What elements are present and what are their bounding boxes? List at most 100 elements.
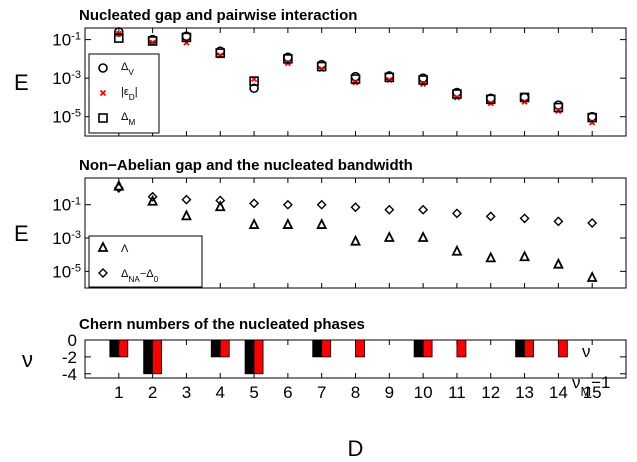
- data-point: [181, 32, 192, 43]
- data-point: [451, 244, 463, 256]
- y-tick-label: 10-5: [52, 108, 81, 127]
- bar: [219, 339, 230, 358]
- legend: [88, 235, 203, 288]
- bar: [118, 339, 129, 358]
- data-point: [553, 216, 564, 227]
- x-tick-label: 9: [385, 383, 394, 402]
- bar: [515, 339, 525, 358]
- legend-marker: [97, 240, 109, 252]
- x-tick-label: 7: [317, 383, 326, 402]
- data-point: [316, 218, 328, 229]
- data-point: [147, 191, 158, 202]
- x-axis-label: D: [348, 436, 364, 461]
- data-point: [181, 194, 192, 205]
- x-tick-label: 1: [114, 383, 123, 402]
- data-point: [282, 199, 293, 210]
- y-tick-label: -4: [62, 365, 77, 384]
- bar: [312, 339, 323, 358]
- data-point: [350, 202, 361, 213]
- bar: [524, 339, 534, 358]
- x-tick-label: 4: [216, 383, 225, 402]
- data-point: [249, 83, 259, 94]
- data-point: [316, 61, 327, 72]
- legend-marker: [98, 113, 108, 123]
- data-point: [418, 75, 428, 85]
- bar: [355, 339, 365, 358]
- data-point: [519, 250, 531, 262]
- x-tick-label: 13: [515, 383, 534, 402]
- data-point: [215, 195, 226, 206]
- x-tick-label: 15: [583, 383, 602, 402]
- data-point: [114, 33, 124, 43]
- legend-label: ΔNA−Δ0: [121, 268, 159, 284]
- x-tick-label: 11: [448, 383, 466, 402]
- data-point: [417, 231, 429, 242]
- x-tick-label: 14: [549, 383, 568, 402]
- legend-marker: [98, 268, 108, 278]
- data-point: [215, 48, 226, 58]
- data-point: [283, 54, 293, 64]
- data-point: [147, 36, 158, 46]
- x-tick-label: 2: [148, 383, 157, 402]
- legend: [88, 53, 160, 134]
- bar: [152, 339, 163, 375]
- data-point: [384, 72, 395, 83]
- y-tick-label: 10-1: [52, 31, 81, 50]
- legend-marker: [98, 63, 108, 73]
- x-tick-label: 3: [182, 383, 191, 402]
- legend-label: ν: [582, 342, 591, 361]
- data-point: [519, 92, 530, 103]
- data-point: [350, 74, 361, 84]
- data-point: [214, 200, 226, 212]
- data-point: [586, 270, 598, 282]
- y-tick-label: 10-3: [52, 229, 81, 248]
- data-point: [452, 89, 462, 99]
- bar: [413, 339, 424, 358]
- data-point: [384, 204, 395, 215]
- data-point: [485, 94, 496, 105]
- bar: [244, 339, 255, 375]
- x-tick-label: 12: [481, 383, 500, 402]
- data-point: [282, 218, 294, 229]
- data-point: [418, 204, 429, 215]
- data-point: [114, 27, 124, 37]
- x-tick-label: 10: [414, 383, 433, 402]
- data-point: [587, 112, 597, 123]
- data-point: [350, 71, 361, 82]
- bar: [143, 339, 154, 375]
- y-tick-label: 10-5: [52, 262, 81, 281]
- y-axis-label: E: [14, 70, 29, 95]
- legend-label: |εD|: [121, 86, 138, 102]
- legend-label: ΔM: [121, 111, 135, 127]
- chart-title: Nucleated gap and pairwise interaction: [79, 7, 357, 24]
- data-point: [383, 231, 395, 242]
- y-axis-label: ν: [22, 347, 33, 372]
- x-tick-label: 6: [283, 383, 292, 402]
- data-point: [350, 234, 361, 246]
- data-point: [553, 102, 564, 113]
- bar: [109, 339, 120, 358]
- data-point: [180, 209, 192, 221]
- y-tick-label: 0: [68, 331, 77, 350]
- bar: [557, 339, 568, 358]
- data-point: [553, 100, 564, 110]
- bar: [456, 339, 467, 358]
- chart-title: Non−Abelian gap and the nucleated bandwi…: [79, 157, 413, 174]
- x-tick-label: 5: [249, 383, 258, 402]
- data-point: [249, 198, 260, 209]
- x-tick-label: 8: [351, 383, 360, 402]
- data-point: [519, 213, 530, 224]
- data-point: [249, 76, 259, 86]
- y-tick-label: 10-1: [52, 196, 81, 215]
- data-point: [485, 251, 497, 263]
- y-axis-label: E: [14, 221, 29, 246]
- data-point: [587, 217, 598, 228]
- bar: [253, 339, 264, 375]
- data-point: [113, 183, 124, 194]
- legend-label: νM−1: [572, 373, 611, 399]
- data-point: [316, 199, 327, 210]
- legend-label: ΔV: [121, 61, 134, 77]
- bar: [210, 339, 221, 358]
- data-point: [552, 257, 564, 269]
